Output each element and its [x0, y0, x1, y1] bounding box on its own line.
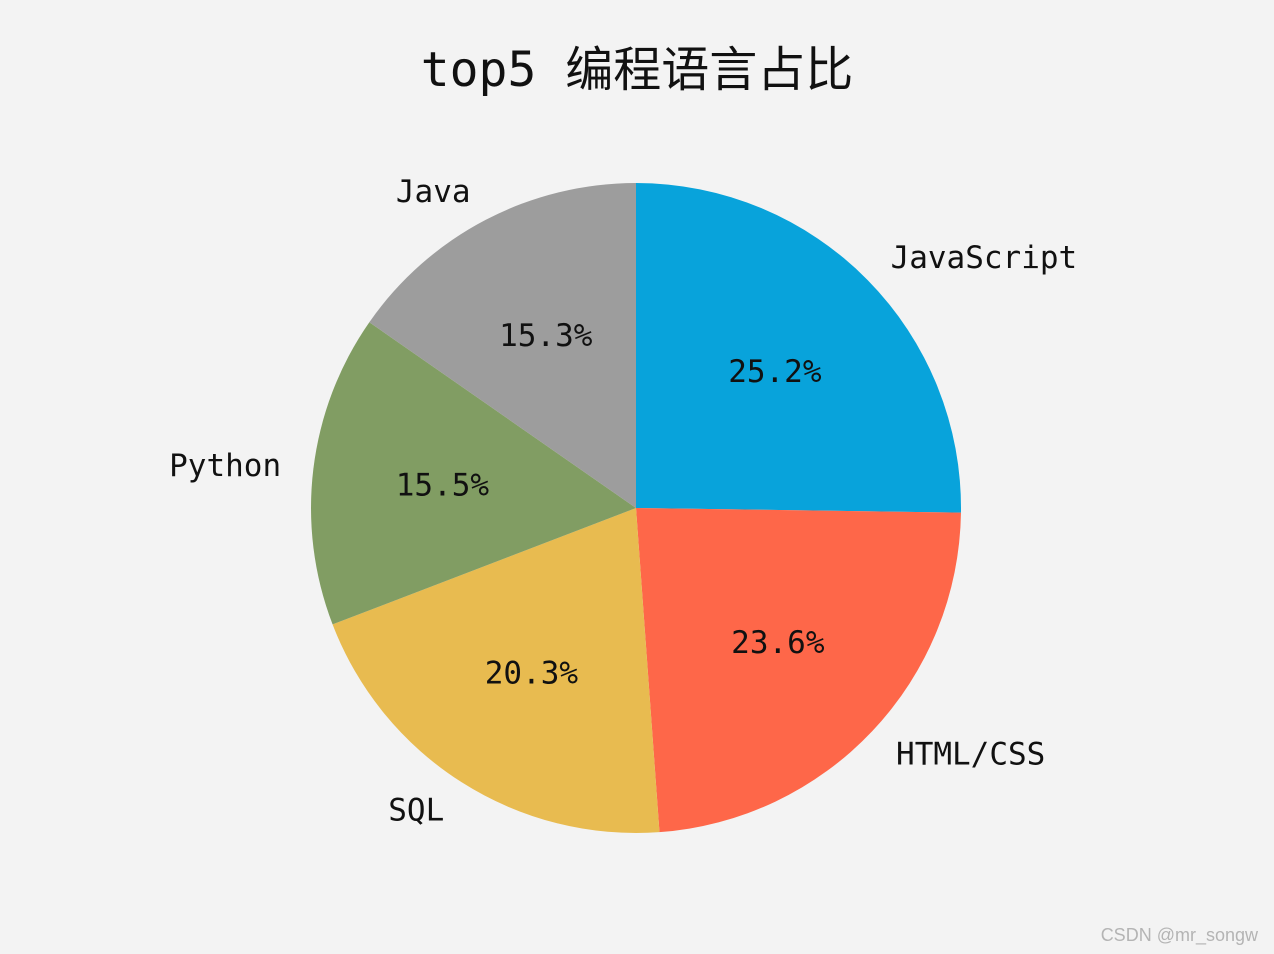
pct-label-javascript: 25.2% — [728, 354, 822, 390]
pct-label-python: 15.5% — [396, 467, 490, 503]
pie-slices — [311, 183, 961, 833]
slice-label-java: Java — [396, 174, 471, 210]
watermark-text: CSDN @mr_songw — [1101, 925, 1259, 946]
pct-label-html-css: 23.6% — [731, 625, 825, 661]
pie-slice-python — [311, 322, 636, 625]
pie-labels: JavaScript 25.2% HTML/CSS 23.6% SQL 20.3% Pyth… — [169, 174, 1077, 829]
pct-label-java: 15.3% — [499, 318, 593, 354]
slice-label-javascript: JavaScript — [891, 240, 1078, 276]
pie-slice-sql — [332, 508, 660, 833]
slice-label-python: Python — [169, 448, 281, 484]
chart-title: top5 编程语言占比 — [421, 42, 854, 98]
slice-label-html-css: HTML/CSS — [896, 736, 1045, 772]
pie-slice-javascript — [636, 183, 961, 513]
pct-label-sql: 20.3% — [485, 656, 579, 692]
pie-slice-html-css — [636, 508, 961, 833]
slice-label-sql: SQL — [388, 793, 444, 829]
pie-slice-java — [369, 183, 636, 508]
